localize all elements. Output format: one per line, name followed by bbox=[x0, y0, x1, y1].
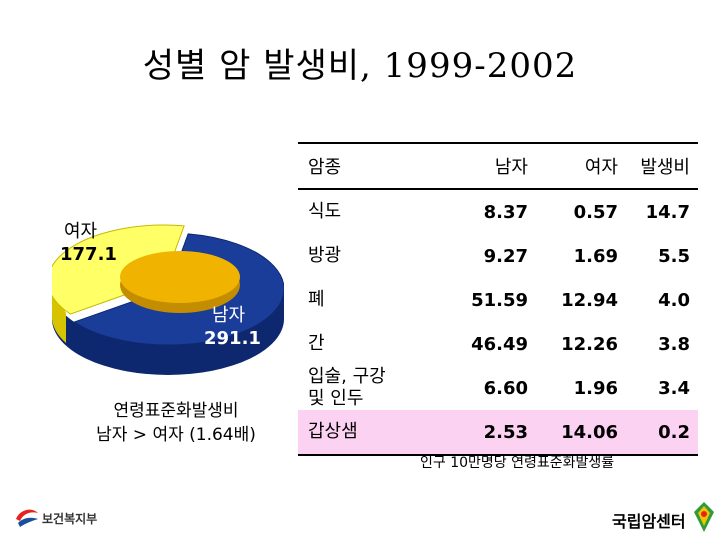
cell-cancer-type: 간 bbox=[298, 322, 438, 366]
table-row: 폐 51.59 12.94 4.0 bbox=[298, 278, 698, 322]
cell-ratio: 0.2 bbox=[618, 410, 698, 456]
pie-chart bbox=[52, 224, 284, 375]
cancer-type-line: 폐 bbox=[308, 289, 325, 310]
cell-ratio: 5.5 bbox=[658, 245, 690, 267]
female-value: 177.1 bbox=[60, 244, 117, 265]
female-label: 여자 bbox=[64, 221, 98, 242]
cancer-type-line: 갑상샘 bbox=[308, 421, 358, 442]
cell-female: 1.69 bbox=[573, 245, 618, 267]
ratio-note-title: 연령표준화발생비 bbox=[113, 401, 239, 421]
cancer-type-line: 간 bbox=[308, 333, 325, 354]
footnote: 인구 10만명당 연령표준화발생률 bbox=[420, 455, 615, 471]
cancer-type-line: 입술, 구강 bbox=[308, 366, 386, 387]
male-label: 남자 bbox=[212, 305, 246, 326]
table-header-row: 암종 남자 여자 발생비 bbox=[298, 142, 698, 190]
cell-ratio: 14.7 bbox=[645, 201, 690, 223]
table-row: 입술, 구강 및 인두 6.60 1.96 3.4 bbox=[298, 366, 698, 410]
cancer-type-line: 및 인두 bbox=[308, 388, 364, 409]
pie-center-top bbox=[120, 251, 240, 303]
cell-female: 14.06 bbox=[528, 410, 618, 456]
cell-cancer-type: 입술, 구강 및 인두 bbox=[298, 366, 438, 410]
header-ratio: 발생비 bbox=[618, 142, 698, 190]
cell-female: 1.96 bbox=[573, 377, 618, 399]
table-row: 식도 8.37 0.57 14.7 bbox=[298, 189, 698, 234]
cell-male: 51.59 bbox=[471, 289, 528, 311]
pie-side-male bbox=[52, 289, 284, 375]
ratio-note-value: 남자 > 여자 (1.64배) bbox=[96, 425, 256, 445]
slide-title: 성별 암 발생비, 1999-2002 bbox=[142, 46, 578, 86]
cell-ratio: 4.0 bbox=[658, 289, 690, 311]
header-cancer-type: 암종 bbox=[298, 142, 438, 190]
ministry-logo-text: 보건복지부 bbox=[42, 512, 98, 526]
cell-female: 0.57 bbox=[573, 201, 618, 223]
pie-side-female bbox=[52, 289, 66, 343]
cancer-type-line: 식도 bbox=[308, 201, 342, 222]
cell-male: 6.60 bbox=[483, 377, 528, 399]
header-female: 여자 bbox=[528, 142, 618, 190]
cell-female: 12.26 bbox=[561, 333, 618, 355]
ministry-emblem-icon bbox=[16, 509, 38, 527]
table-row: 방광 9.27 1.69 5.5 bbox=[298, 234, 698, 278]
cell-ratio: 3.8 bbox=[658, 333, 690, 355]
ncc-logo: 국립암센터 bbox=[612, 500, 716, 536]
cell-male: 46.49 bbox=[471, 333, 528, 355]
ministry-logo: 보건복지부 bbox=[14, 505, 97, 533]
ncc-emblem-icon bbox=[694, 502, 714, 532]
cell-cancer-type: 식도 bbox=[298, 189, 438, 234]
table-row: 갑상샘 2.53 14.06 0.2 bbox=[298, 410, 698, 456]
cell-ratio: 3.4 bbox=[658, 377, 690, 399]
cell-male: 9.27 bbox=[483, 245, 528, 267]
cell-cancer-type: 갑상샘 bbox=[298, 410, 438, 456]
male-value: 291.1 bbox=[204, 328, 261, 349]
cell-cancer-type: 방광 bbox=[298, 234, 438, 278]
cell-cancer-type: 폐 bbox=[298, 278, 438, 322]
cell-male: 8.37 bbox=[483, 201, 528, 223]
header-male: 남자 bbox=[438, 142, 528, 190]
cell-male: 2.53 bbox=[438, 410, 528, 456]
cell-female: 12.94 bbox=[561, 289, 618, 311]
incidence-table: 암종 남자 여자 발생비 식도 8.37 0.57 14.7 방광 9.27 1.69 5.5… bbox=[298, 142, 698, 456]
pie-slice-female bbox=[52, 224, 185, 315]
cancer-type-line: 방광 bbox=[308, 245, 342, 266]
table-row: 간 46.49 12.26 3.8 bbox=[298, 322, 698, 366]
ncc-logo-text: 국립암센터 bbox=[612, 512, 686, 531]
